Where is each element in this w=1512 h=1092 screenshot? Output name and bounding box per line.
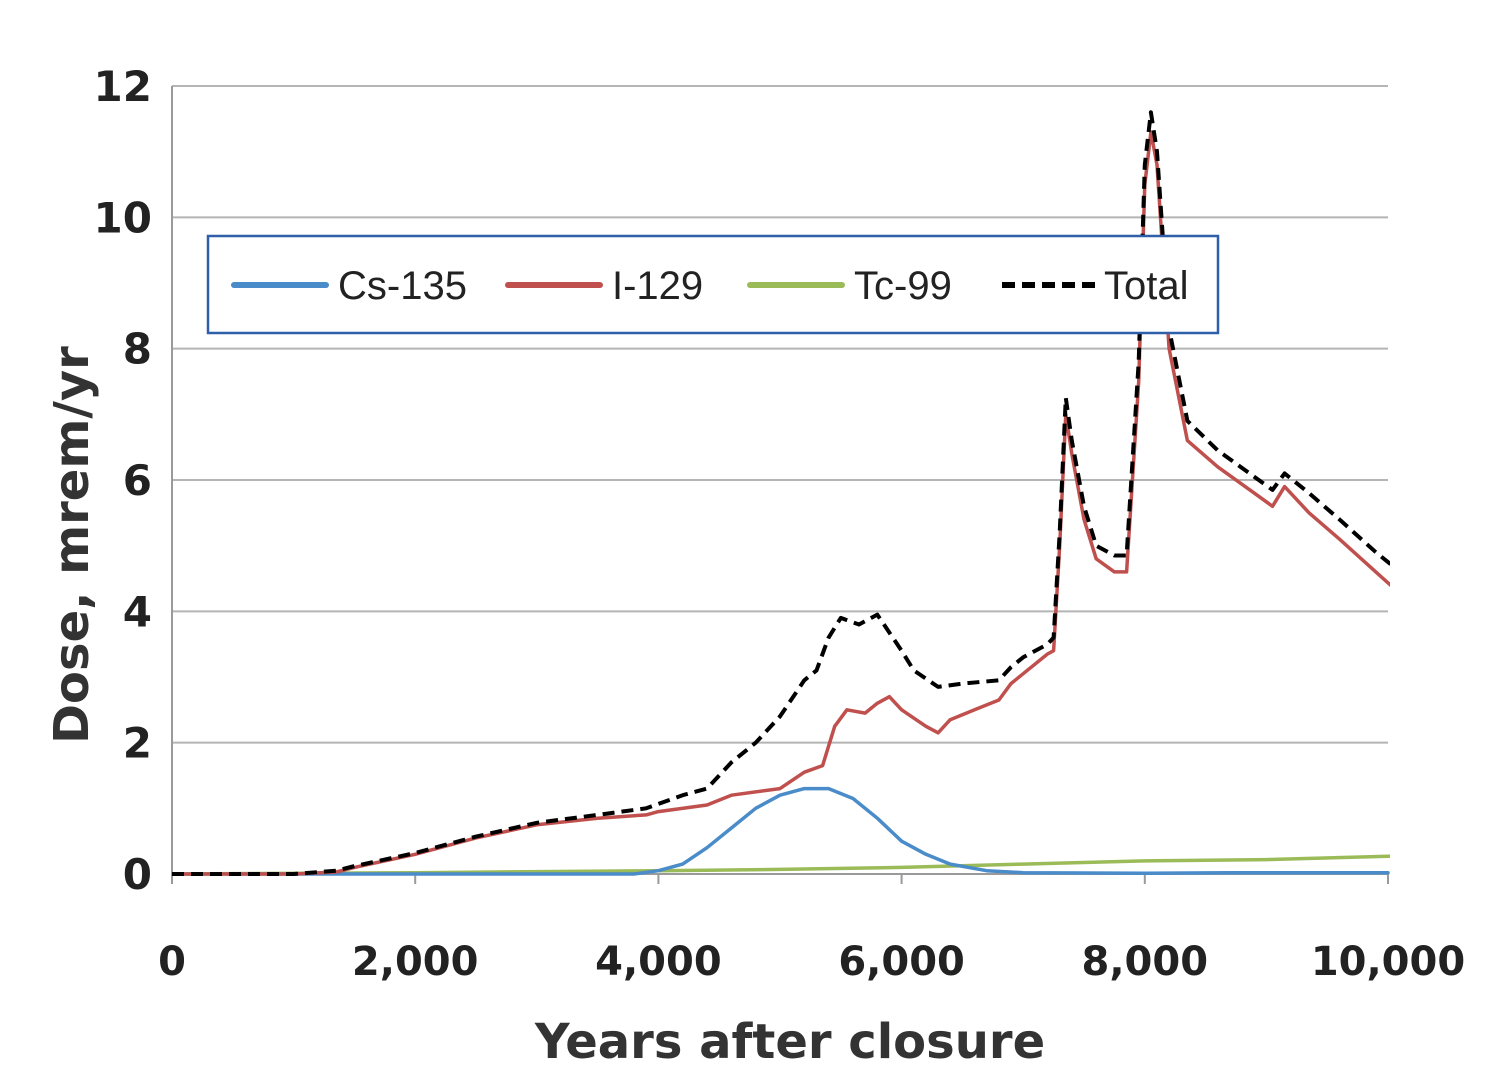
axes: [171, 86, 1389, 884]
x-tick-label: 8,000: [1082, 939, 1209, 985]
legend-label-cs-135: Cs-135: [338, 264, 467, 308]
y-tick-label: 8: [123, 325, 152, 374]
x-tick-label: 0: [158, 939, 186, 985]
x-tick-label: 6,000: [838, 939, 965, 985]
series-line-i-129: [172, 130, 1390, 876]
y-tick-label: 4: [123, 587, 152, 636]
y-axis-title: Dose, mrem/yr: [44, 346, 100, 744]
series-line-total: [172, 110, 1390, 876]
tick-labels: 0 2 4 6 8 10 12 0 2,000 4,000 6,000 8,000 10,000: [94, 62, 1466, 985]
gridlines: [172, 85, 1388, 744]
y-tick-label: 2: [123, 719, 152, 768]
y-tick-label: 6: [123, 456, 152, 505]
x-tick-label: 10,000: [1311, 939, 1465, 985]
x-axis-title: Years after closure: [534, 1014, 1045, 1070]
x-tick-label: 4,000: [595, 939, 722, 985]
y-tick-label: 10: [94, 193, 152, 242]
legend-label-total: Total: [1104, 264, 1189, 308]
legend: Cs-135 I-129 Tc-99 Total: [206, 234, 1220, 335]
series-line-tc-99: [172, 854, 1390, 876]
legend-label-tc-99: Tc-99: [854, 264, 952, 308]
series-lines: [172, 110, 1390, 876]
y-tick-label: 0: [123, 850, 152, 899]
series-line-cs-135: [172, 786, 1390, 876]
x-tick-label: 2,000: [352, 939, 479, 985]
legend-label-i-129: I-129: [612, 264, 703, 308]
y-tick-label: 12: [94, 62, 152, 111]
